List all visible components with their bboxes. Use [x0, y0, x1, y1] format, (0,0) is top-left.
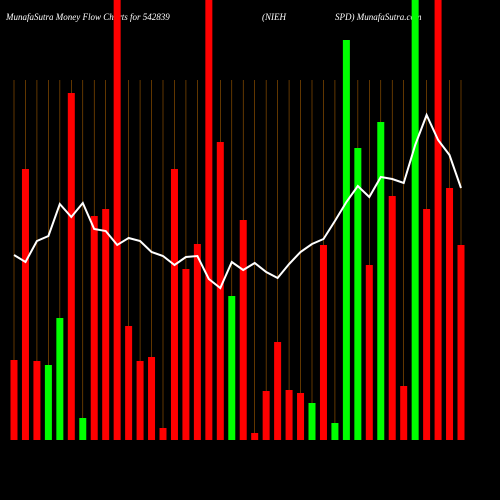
bar — [170, 169, 178, 440]
bar — [102, 209, 110, 440]
bar — [262, 391, 270, 440]
bar — [365, 265, 373, 440]
bar — [228, 296, 236, 440]
bar — [216, 142, 224, 440]
bar — [193, 244, 201, 440]
bar — [446, 188, 454, 440]
chart-title: MunafaSutra Money Flow Charts for 542839 — [5, 12, 170, 22]
bar — [33, 361, 41, 440]
bar — [388, 196, 396, 440]
bar — [148, 357, 156, 440]
bar — [400, 386, 408, 440]
bar — [297, 393, 305, 440]
bar — [182, 269, 190, 440]
bar — [56, 318, 64, 440]
bar — [411, 0, 419, 440]
bar — [113, 0, 121, 440]
bar — [308, 403, 316, 440]
bar — [319, 245, 327, 440]
bar — [434, 0, 442, 440]
bar — [423, 209, 431, 440]
bar — [125, 326, 133, 440]
chart-title: (NIEH — [262, 12, 286, 22]
bar — [457, 245, 465, 440]
bar — [79, 418, 87, 440]
bar — [10, 360, 18, 440]
money-flow-line — [13, 112, 462, 290]
bar — [251, 433, 259, 440]
bar — [354, 148, 362, 440]
bar — [342, 40, 350, 440]
bar — [377, 122, 385, 440]
bar — [21, 169, 29, 440]
bar — [90, 216, 98, 440]
bar — [44, 365, 52, 440]
bar — [67, 93, 75, 440]
bar — [239, 220, 247, 440]
bar — [205, 0, 213, 440]
bar — [274, 342, 282, 440]
bar — [285, 390, 293, 440]
bar — [331, 423, 339, 440]
bar — [136, 361, 144, 440]
bar — [159, 428, 167, 440]
chart-title: SPD) MunafaSutra.com — [335, 12, 422, 22]
